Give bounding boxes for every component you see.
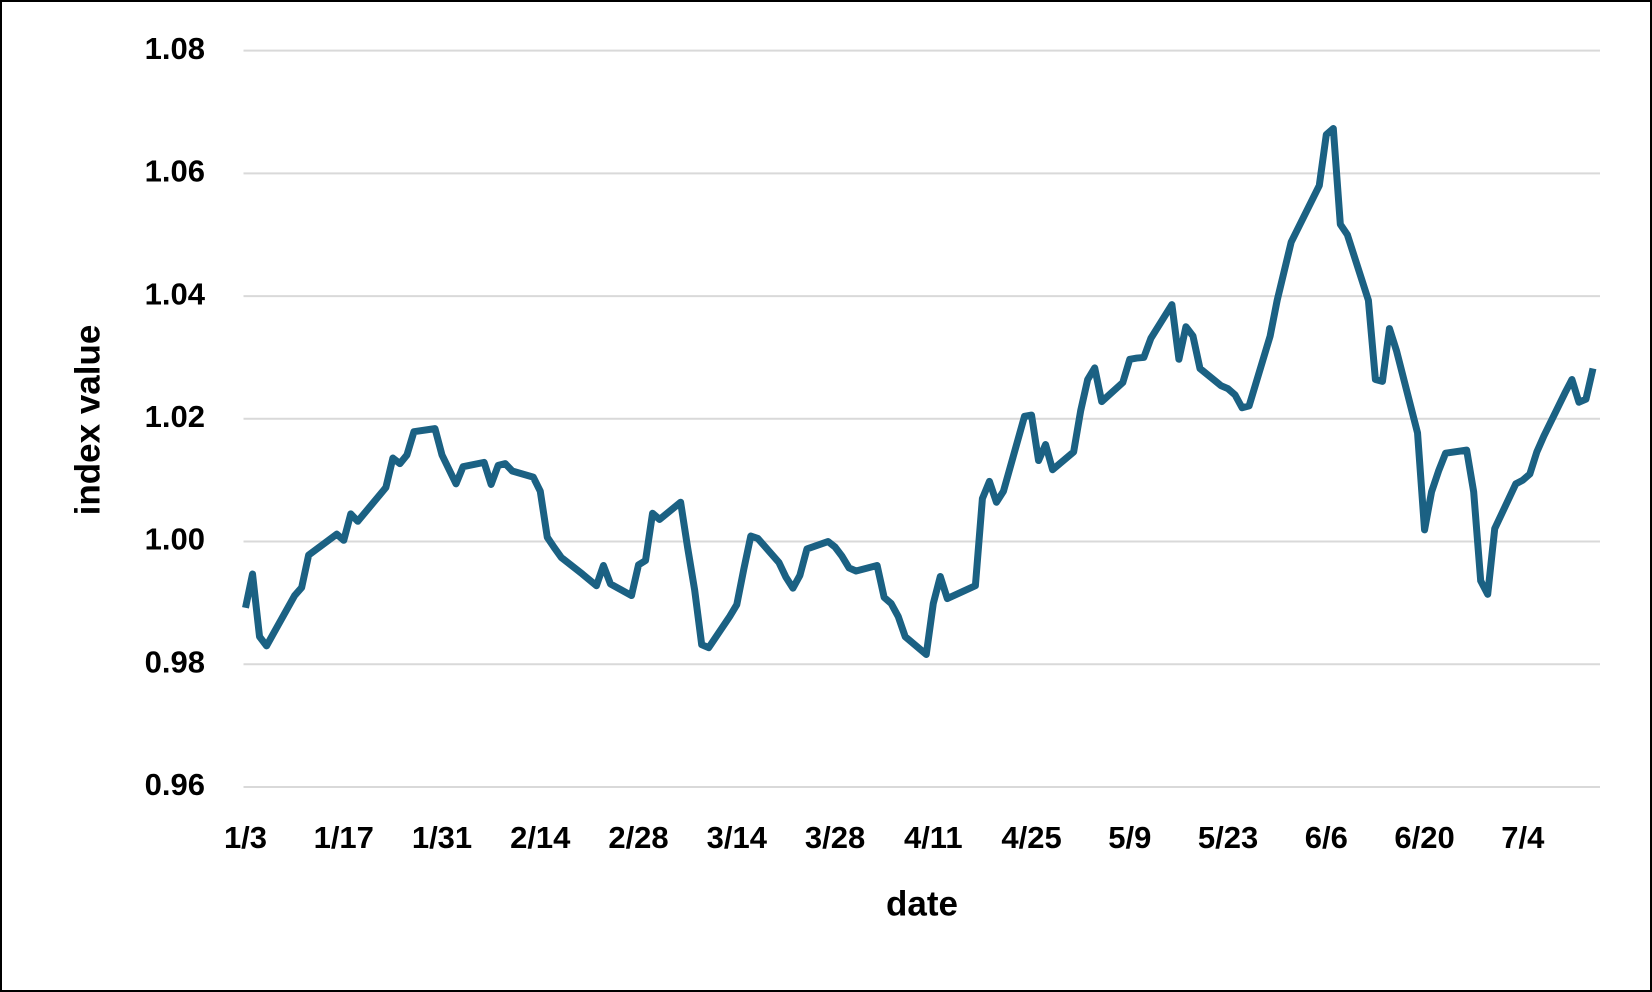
x-tick-label: 2/28 bbox=[608, 820, 668, 855]
y-axis-title: index value bbox=[68, 325, 107, 516]
x-tick-label: 1/31 bbox=[412, 820, 472, 855]
y-tick-label: 1.06 bbox=[145, 154, 205, 189]
x-tick-label: 3/14 bbox=[707, 820, 768, 855]
y-tick-label: 0.98 bbox=[145, 644, 205, 679]
x-tick-label: 7/4 bbox=[1501, 820, 1545, 855]
x-tick-label: 2/14 bbox=[510, 820, 571, 855]
x-tick-label: 1/3 bbox=[224, 820, 267, 855]
x-axis-title: date bbox=[886, 884, 958, 923]
x-tick-label: 3/28 bbox=[805, 820, 865, 855]
y-tick-label: 1.04 bbox=[145, 276, 206, 311]
data-line bbox=[242, 125, 1597, 658]
x-tick-label: 4/25 bbox=[1001, 820, 1061, 855]
y-tick-label: 0.96 bbox=[145, 767, 205, 802]
x-tick-label: 4/11 bbox=[904, 820, 963, 855]
y-tick-label: 1.02 bbox=[145, 399, 205, 434]
x-tick-label: 6/6 bbox=[1305, 820, 1348, 855]
x-tick-label: 5/23 bbox=[1198, 820, 1258, 855]
y-tick-label: 1.08 bbox=[145, 31, 205, 66]
x-tick-label: 1/17 bbox=[314, 820, 374, 855]
y-tick-label: 1.00 bbox=[145, 522, 205, 557]
x-tick-label: 6/20 bbox=[1394, 820, 1454, 855]
x-tick-label: 5/9 bbox=[1108, 820, 1151, 855]
